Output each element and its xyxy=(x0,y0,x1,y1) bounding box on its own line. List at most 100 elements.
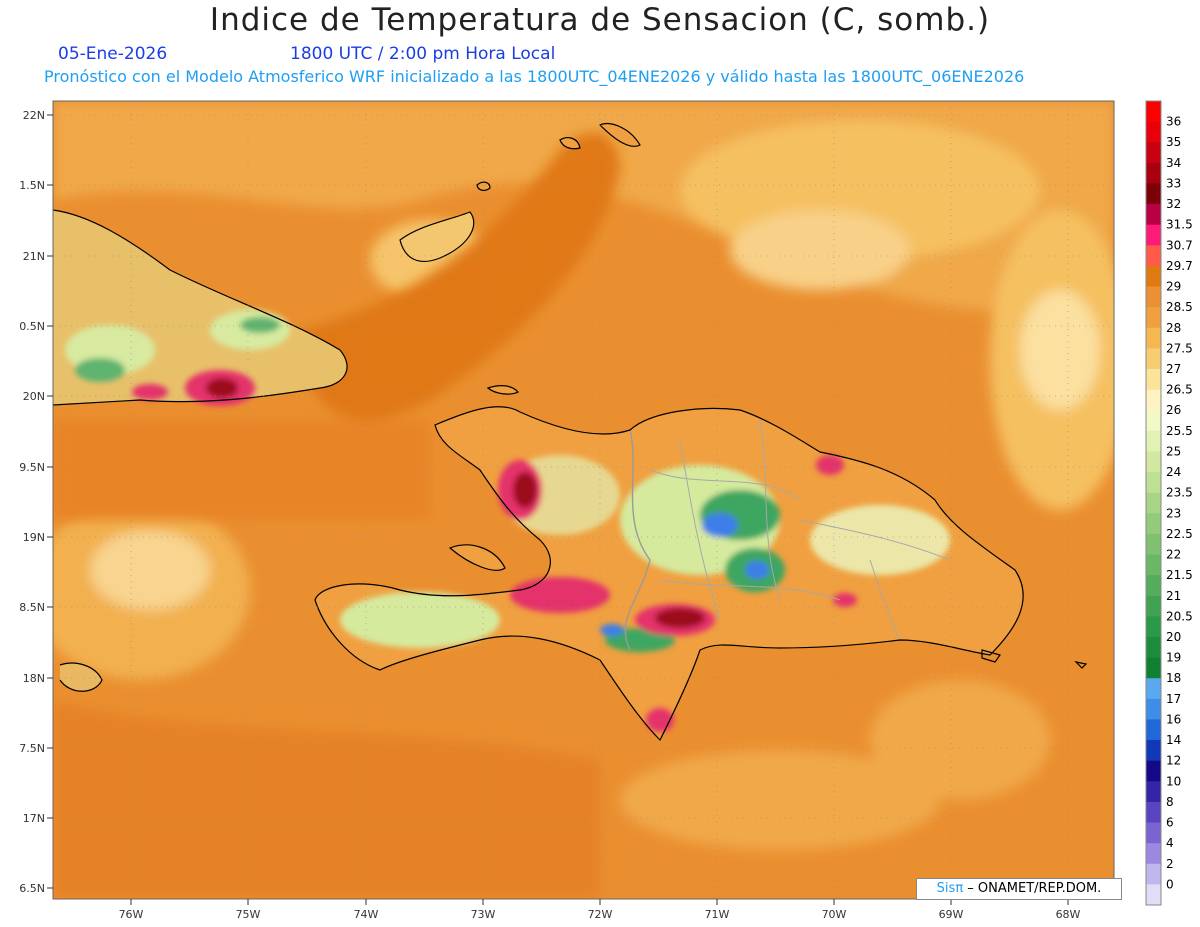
colorbar-swatch xyxy=(1146,843,1161,865)
colorbar-swatch xyxy=(1146,142,1161,164)
coastlines xyxy=(53,123,1088,742)
colorbar-label: 28 xyxy=(1166,321,1181,335)
lat-tick-label: 1.5N xyxy=(19,179,45,192)
map-frame xyxy=(52,100,1115,900)
dark-ocean-bands xyxy=(53,132,620,899)
colorbar-swatch xyxy=(1146,637,1161,659)
colorbar-label: 2 xyxy=(1166,857,1174,871)
lon-tick-label: 71W xyxy=(705,908,730,921)
colorbar-label: 18 xyxy=(1166,671,1181,685)
lat-axis: 22N 1.5N 21N 0.5N 20N 9.5N 19N 8.5N 18N … xyxy=(19,109,53,895)
colorbar-label: 36 xyxy=(1166,115,1181,129)
colorbar-swatch xyxy=(1146,533,1161,556)
colorbar-label: 24 xyxy=(1166,465,1181,479)
colorbar-swatch xyxy=(1146,286,1161,308)
lat-tick-label: 7.5N xyxy=(19,742,45,755)
colorbar-swatch xyxy=(1146,554,1161,576)
lat-tick-label: 8.5N xyxy=(19,601,45,614)
colorbar-swatch xyxy=(1146,307,1161,329)
colorbar-label: 27.5 xyxy=(1166,341,1193,355)
lat-tick-label: 18N xyxy=(23,672,45,685)
lon-axis: 76W 75W 74W 73W 72W 71W 70W 69W 68W xyxy=(119,899,1081,921)
lat-tick-label: 22N xyxy=(23,109,45,122)
graticule xyxy=(53,101,1114,899)
colorbar-label: 17 xyxy=(1166,692,1181,706)
colorbar-label: 8 xyxy=(1166,795,1174,809)
colorbar-label: 20.5 xyxy=(1166,609,1193,623)
cuba-landmass xyxy=(53,210,348,406)
colorbar-swatch xyxy=(1146,719,1161,741)
colorbar-swatch xyxy=(1146,162,1161,184)
colorbar-swatch xyxy=(1146,740,1161,762)
colorbar-swatch xyxy=(1146,348,1161,370)
colorbar-label: 10 xyxy=(1166,774,1181,788)
colorbar-label: 29.7 xyxy=(1166,259,1193,273)
credit-pi: π xyxy=(955,881,964,896)
colorbar-label: 28.5 xyxy=(1166,300,1193,314)
colorbar-swatch xyxy=(1146,595,1161,617)
colorbar-label: 16 xyxy=(1166,712,1181,726)
colorbar-swatch xyxy=(1146,101,1161,123)
colorbar-label: 30.7 xyxy=(1166,238,1193,252)
colorbar-label: 21 xyxy=(1166,589,1181,603)
colorbar-label: 27 xyxy=(1166,362,1181,376)
colorbar: 363534333231.530.729.72928.52827.52726.5… xyxy=(1145,100,1193,906)
credit-box: Sisπ – ONAMET/REP.DOM. xyxy=(916,878,1122,900)
colorbar-label: 14 xyxy=(1166,733,1181,747)
lon-tick-label: 70W xyxy=(822,908,847,921)
lon-tick-label: 72W xyxy=(588,908,613,921)
colorbar-swatch xyxy=(1146,698,1161,720)
colorbar-label: 26.5 xyxy=(1166,383,1193,397)
colorbar-swatch xyxy=(1146,451,1161,473)
colorbar-swatch xyxy=(1146,781,1161,803)
colorbar-swatch xyxy=(1146,575,1161,597)
colorbar-label: 21.5 xyxy=(1166,568,1193,582)
colorbar-label: 25.5 xyxy=(1166,424,1193,438)
lat-tick-label: 6.5N xyxy=(19,882,45,895)
colorbar-label: 12 xyxy=(1166,754,1181,768)
colorbar-swatch xyxy=(1146,822,1161,844)
lat-tick-label: 0.5N xyxy=(19,320,45,333)
colorbar-label: 20 xyxy=(1166,630,1181,644)
colorbar-swatch xyxy=(1146,472,1161,494)
colorbar-label: 26 xyxy=(1166,403,1181,417)
lon-tick-label: 69W xyxy=(939,908,964,921)
lon-tick-label: 75W xyxy=(236,908,261,921)
colorbar-label: 4 xyxy=(1166,836,1174,850)
lon-tick-label: 73W xyxy=(471,908,496,921)
colorbar-label: 22 xyxy=(1166,548,1181,562)
colorbar-label: 34 xyxy=(1166,156,1181,170)
lon-tick-label: 76W xyxy=(119,908,144,921)
colorbar-label: 33 xyxy=(1166,176,1181,190)
colorbar-label: 31.5 xyxy=(1166,218,1193,232)
colorbar-swatch xyxy=(1146,430,1161,452)
map-title: Indice de Temperatura de Sensacion (C, s… xyxy=(209,2,991,38)
colorbar-swatch xyxy=(1146,183,1161,205)
colorbar-swatch xyxy=(1146,513,1161,535)
colorbar-swatch xyxy=(1146,389,1161,411)
colorbar-swatch xyxy=(1146,801,1161,824)
lat-tick-label: 20N xyxy=(23,390,45,403)
colorbar-swatch xyxy=(1146,657,1161,679)
time-label: 1800 UTC / 2:00 pm Hora Local xyxy=(290,44,556,64)
colorbar-label: 6 xyxy=(1166,816,1174,830)
colorbar-swatch xyxy=(1146,678,1161,700)
colorbar-swatch xyxy=(1146,760,1161,782)
lat-tick-label: 9.5N xyxy=(19,461,45,474)
colorbar-swatch xyxy=(1146,616,1161,638)
colorbar-frame xyxy=(1145,100,1162,906)
colorbar-swatch xyxy=(1146,224,1161,246)
forecast-info: Pronóstico con el Modelo Atmosferico WRF… xyxy=(44,67,1025,86)
hispaniola-landmass xyxy=(315,406,1024,740)
colorbar-label: 29 xyxy=(1166,280,1181,294)
credit-rest: – ONAMET/REP.DOM. xyxy=(967,881,1102,896)
credit-sis: Sis xyxy=(936,881,956,896)
lat-tick-label: 17N xyxy=(23,812,45,825)
colorbar-swatch xyxy=(1146,121,1161,143)
colorbar-swatch xyxy=(1146,863,1161,885)
colorbar-label: 25 xyxy=(1166,444,1181,458)
colorbar-swatch xyxy=(1146,265,1161,288)
date-label: 05-Ene-2026 xyxy=(58,44,168,64)
colorbar-swatch xyxy=(1146,492,1161,514)
